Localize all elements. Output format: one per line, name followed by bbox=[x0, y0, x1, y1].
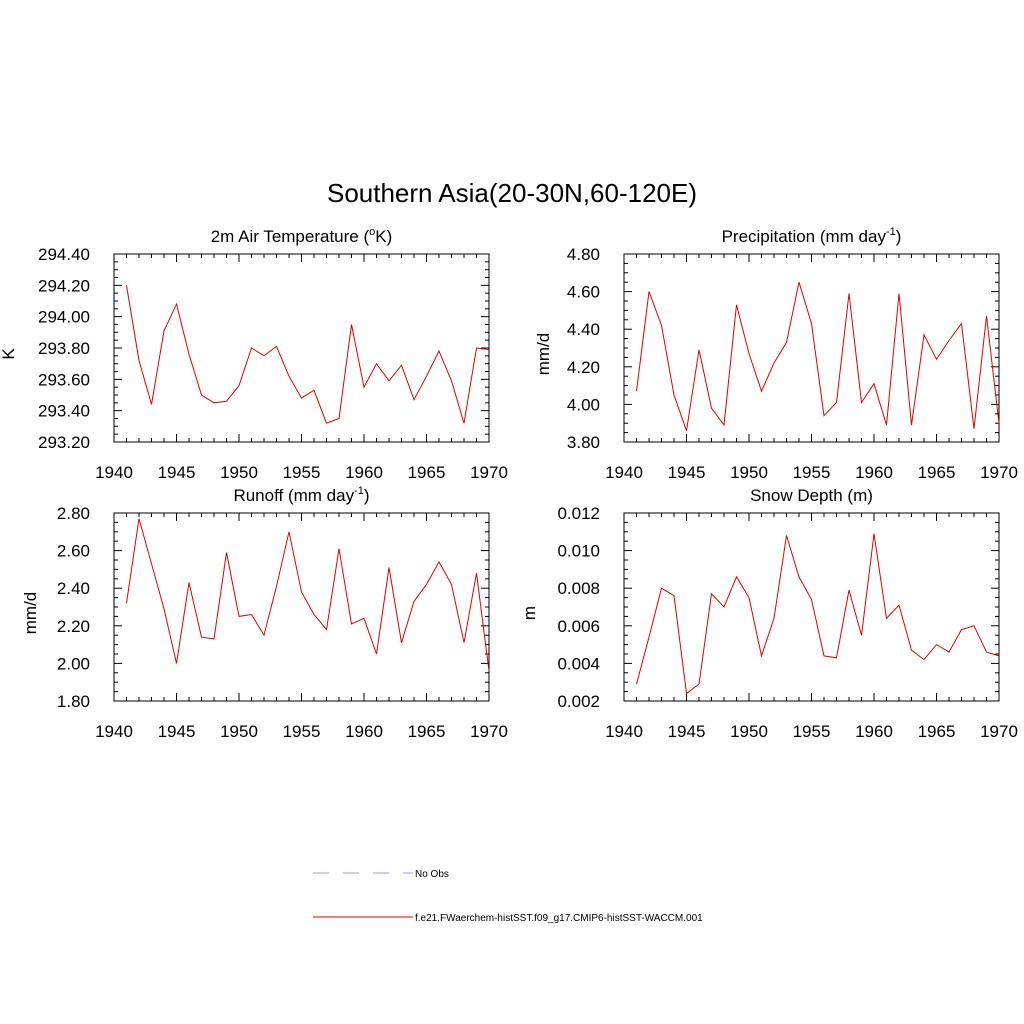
panel-1: 2m Air Temperature (oK) K 1940 1945 1950 1955… bbox=[0, 226, 508, 482]
x-tick-label: 1945 bbox=[158, 463, 196, 482]
x-tick-label: 1945 bbox=[158, 722, 196, 741]
y-tick-label: 4.40 bbox=[567, 320, 600, 339]
x-tick-label: 1970 bbox=[470, 463, 508, 482]
x-tick-label: 1955 bbox=[793, 722, 831, 741]
plot-frame bbox=[113, 253, 490, 443]
legend-model-label: f.e21.FWaerchem-histSST.f09_g17.CMIP6-hi… bbox=[415, 913, 703, 924]
legend: No Obs f.e21.FWaerchem-histSST.f09_g17.C… bbox=[313, 869, 703, 924]
x-tick-label: 1950 bbox=[220, 722, 258, 741]
x-tick-label: 1965 bbox=[408, 722, 446, 741]
panels: 2m Air Temperature (oK) K 1940 1945 1950 1955… bbox=[0, 226, 1018, 741]
y-tick-label: 294.00 bbox=[38, 308, 90, 327]
y-axis-label: mm/d bbox=[534, 333, 553, 376]
x-tick-label: 1960 bbox=[855, 722, 893, 741]
y-tick-label: 4.20 bbox=[567, 358, 600, 377]
x-tick-label: 1965 bbox=[408, 463, 446, 482]
x-tick-label: 1940 bbox=[95, 463, 133, 482]
y-tick-label: 293.80 bbox=[38, 339, 90, 358]
panel-2: Precipitation (mm day-1) mm/d 1940 1945 1950… bbox=[534, 226, 1018, 482]
y-tick-label: 0.012 bbox=[557, 504, 600, 523]
y-tick-label: 3.80 bbox=[567, 433, 600, 452]
panel-4: Snow Depth (m) m 1940 1945 1950 1955 1960 1965 1… bbox=[520, 486, 1018, 741]
y-tick-label: 4.80 bbox=[567, 245, 600, 264]
y-tick-label: 2.20 bbox=[57, 617, 90, 636]
y-tick-label: 2.40 bbox=[57, 579, 90, 598]
y-axis-label: K bbox=[0, 348, 18, 360]
x-tick-label: 1970 bbox=[980, 463, 1018, 482]
x-tick-label: 1965 bbox=[918, 722, 956, 741]
x-tick-label: 1955 bbox=[283, 463, 321, 482]
y-tick-label: 293.60 bbox=[38, 370, 90, 389]
x-tick-label: 1965 bbox=[918, 463, 956, 482]
y-tick-label: 0.006 bbox=[557, 617, 600, 636]
y-tick-label: 0.008 bbox=[557, 579, 600, 598]
x-tick-label: 1940 bbox=[605, 722, 643, 741]
x-tick-label: 1970 bbox=[470, 722, 508, 741]
series-line bbox=[636, 282, 1000, 431]
x-tick-label: 1950 bbox=[220, 463, 258, 482]
series-line bbox=[636, 533, 1000, 695]
x-tick-label: 1955 bbox=[283, 722, 321, 741]
panel-title: Precipitation (mm day-1) bbox=[722, 226, 902, 246]
figure-title: Southern Asia(20-30N,60-120E) bbox=[327, 178, 697, 208]
y-tick-label: 4.60 bbox=[567, 283, 600, 302]
x-tick-label: 1970 bbox=[980, 722, 1018, 741]
series-line bbox=[126, 518, 490, 671]
plot-frame bbox=[623, 512, 1000, 702]
y-tick-label: 294.20 bbox=[38, 276, 90, 295]
x-tick-label: 1950 bbox=[730, 463, 768, 482]
y-tick-label: 2.00 bbox=[57, 654, 90, 673]
panel-3: Runoff (mm day-1) mm/d 1940 1945 1950 1955 196… bbox=[21, 485, 508, 741]
y-tick-label: 0.010 bbox=[557, 542, 600, 561]
y-axis-label: m bbox=[520, 606, 539, 620]
y-tick-label: 1.80 bbox=[57, 692, 90, 711]
y-tick-label: 4.00 bbox=[567, 395, 600, 414]
x-tick-label: 1945 bbox=[668, 463, 706, 482]
y-axis-label: mm/d bbox=[21, 592, 40, 635]
panel-title: 2m Air Temperature (oK) bbox=[211, 226, 393, 246]
y-tick-label: 2.80 bbox=[57, 504, 90, 523]
x-tick-label: 1960 bbox=[855, 463, 893, 482]
legend-obs-label: No Obs bbox=[415, 869, 449, 880]
x-tick-label: 1940 bbox=[605, 463, 643, 482]
x-tick-label: 1955 bbox=[793, 463, 831, 482]
panel-title: Runoff (mm day-1) bbox=[233, 485, 369, 505]
x-tick-label: 1960 bbox=[345, 722, 383, 741]
y-tick-label: 294.40 bbox=[38, 245, 90, 264]
y-tick-label: 0.002 bbox=[557, 692, 600, 711]
plot-frame bbox=[113, 512, 490, 702]
y-tick-label: 293.40 bbox=[38, 402, 90, 421]
series-line bbox=[126, 285, 490, 424]
x-tick-label: 1960 bbox=[345, 463, 383, 482]
y-tick-label: 0.004 bbox=[557, 654, 600, 673]
x-tick-label: 1945 bbox=[668, 722, 706, 741]
y-tick-label: 293.20 bbox=[38, 433, 90, 452]
x-tick-label: 1950 bbox=[730, 722, 768, 741]
x-tick-label: 1940 bbox=[95, 722, 133, 741]
y-tick-label: 2.60 bbox=[57, 542, 90, 561]
panel-title: Snow Depth (m) bbox=[750, 486, 873, 505]
